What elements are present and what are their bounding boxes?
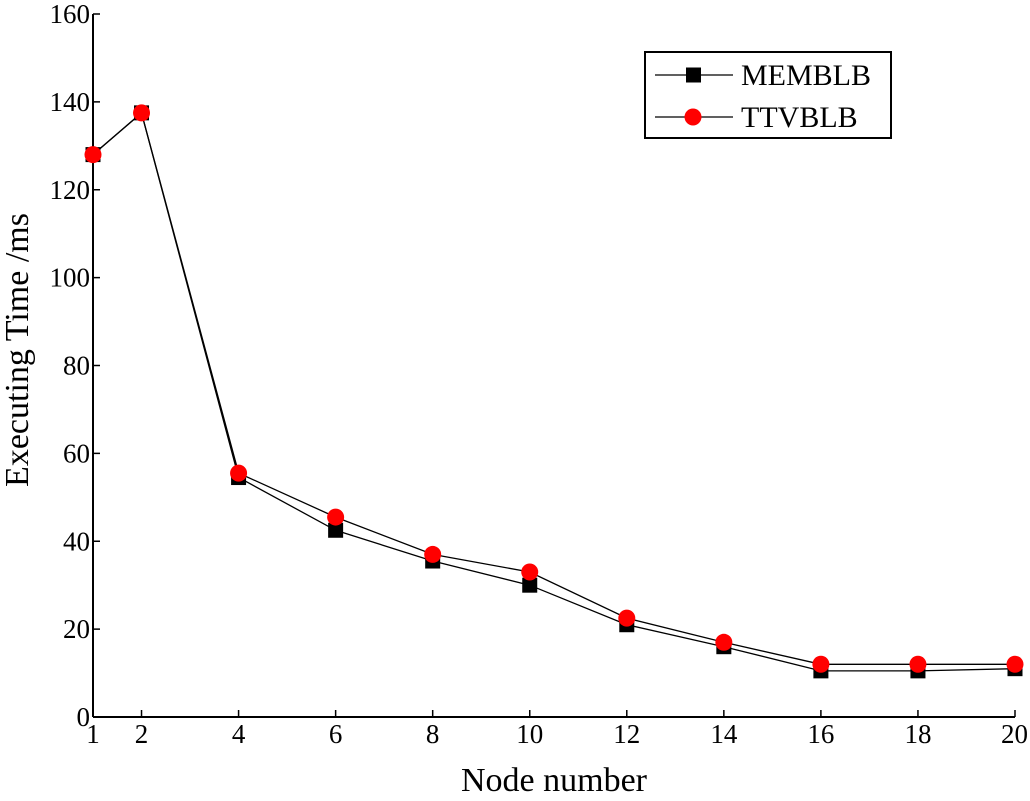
data-point-ttvblb (230, 464, 248, 482)
x-tick-label: 18 (904, 719, 931, 749)
legend-marker-ttvblb (684, 108, 702, 126)
x-tick-label: 10 (516, 719, 543, 749)
y-tick-label: 0 (77, 702, 91, 732)
x-tick-label: 1 (86, 719, 100, 749)
data-point-ttvblb (812, 655, 830, 673)
data-point-ttvblb (909, 655, 927, 673)
data-point-memblb (522, 577, 538, 593)
data-point-ttvblb (133, 104, 151, 122)
y-tick-label: 80 (63, 351, 90, 381)
y-tick-label: 20 (63, 614, 90, 644)
y-tick-label: 140 (50, 87, 91, 117)
y-tick-label: 120 (50, 175, 91, 205)
data-point-ttvblb (84, 146, 102, 164)
x-tick-label: 6 (329, 719, 343, 749)
data-point-ttvblb (715, 633, 733, 651)
x-tick-label: 8 (426, 719, 440, 749)
x-tick-label: 12 (613, 719, 640, 749)
legend-marker-memblb (686, 67, 701, 83)
series-line-memblb (92, 111, 1016, 672)
y-tick-label: 100 (50, 263, 91, 293)
y-tick-label: 40 (63, 526, 90, 556)
legend-label-memblb: MEMBLB (741, 59, 871, 92)
data-point-ttvblb (424, 545, 442, 563)
x-tick-label: 14 (710, 719, 738, 749)
x-tick-label: 2 (135, 719, 149, 749)
data-point-ttvblb (521, 563, 539, 581)
legend-box (644, 51, 892, 139)
y-tick-label: 60 (63, 438, 90, 468)
series-line-ttvblb (92, 111, 1015, 665)
x-tick-label: 4 (232, 719, 246, 749)
y-axis-title: Executing Time /ms (0, 213, 36, 487)
data-point-ttvblb (1006, 655, 1024, 673)
data-point-ttvblb (618, 609, 636, 627)
data-point-memblb (328, 522, 344, 538)
legend: MEMBLB TTVBLB (644, 51, 892, 139)
x-axis-title: Node number (461, 762, 648, 799)
x-tick-label: 16 (807, 719, 834, 749)
y-tick-label: 160 (50, 0, 91, 29)
legend-label-ttvblb: TTVBLB (741, 101, 858, 134)
x-tick-label: 20 (1001, 719, 1028, 749)
data-point-ttvblb (327, 508, 345, 526)
